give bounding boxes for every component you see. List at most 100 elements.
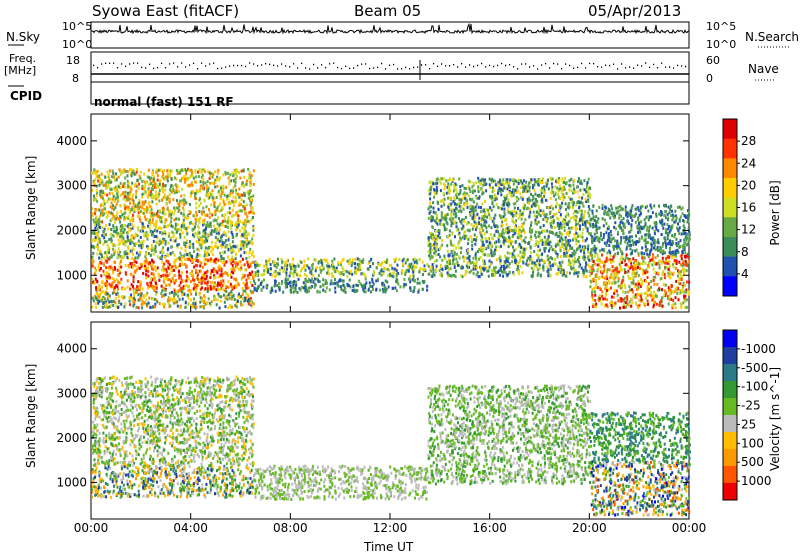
range-gate-cell xyxy=(525,207,528,211)
range-gate-cell xyxy=(483,232,486,236)
range-gate-cell xyxy=(524,190,527,194)
range-gate-cell xyxy=(582,228,585,232)
range-gate-cell xyxy=(91,261,94,265)
range-gate-cell xyxy=(194,257,197,261)
range-gate-cell xyxy=(198,231,201,235)
range-gate-cell xyxy=(246,232,249,236)
range-gate-cell xyxy=(133,296,135,300)
date-title: 05/Apr/2013 xyxy=(588,2,682,20)
range-gate-cell xyxy=(128,296,131,300)
range-gate-cell xyxy=(249,289,252,293)
range-gate-cell xyxy=(493,241,496,245)
range-gate-cell xyxy=(91,278,94,281)
range-gate-cell xyxy=(231,240,234,244)
range-gate-cell xyxy=(161,295,164,299)
range-gate-cell xyxy=(611,276,613,280)
range-gate-cell xyxy=(522,251,525,255)
range-gate-cell xyxy=(409,286,412,290)
range-gate-cell xyxy=(490,226,493,230)
range-gate-cell xyxy=(500,193,503,197)
range-gate-cell xyxy=(118,265,121,269)
range-gate-cell xyxy=(435,242,438,246)
range-gate-cell xyxy=(565,254,568,258)
range-gate-cell xyxy=(580,218,583,222)
range-gate-cell xyxy=(576,248,579,252)
range-gate-cell xyxy=(464,215,467,219)
range-gate-cell xyxy=(432,268,435,272)
range-gate-cell xyxy=(173,218,176,222)
range-gate-cell xyxy=(487,269,490,273)
range-gate-cell xyxy=(541,186,544,190)
range-gate-cell xyxy=(247,196,250,200)
range-gate-cell xyxy=(409,280,412,284)
range-gate-cell xyxy=(154,282,157,285)
range-gate-cell xyxy=(584,268,587,272)
range-gate-cell xyxy=(187,277,190,281)
range-gate-cell xyxy=(643,292,646,296)
range-gate-cell xyxy=(200,175,203,179)
range-gate-cell xyxy=(485,240,488,244)
range-gate-cell xyxy=(506,238,509,242)
range-gate-cell xyxy=(532,184,534,187)
range-gate-cell xyxy=(200,246,203,250)
range-gate-cell xyxy=(537,231,540,235)
range-gate-cell xyxy=(112,175,115,179)
range-gate-cell xyxy=(132,275,135,279)
range-gate-cell xyxy=(449,239,452,243)
range-gate-cell xyxy=(201,234,204,238)
range-gate-cell xyxy=(456,260,459,264)
range-gate-cell xyxy=(101,290,104,294)
range-gate-cell xyxy=(463,203,466,207)
range-gate-cell xyxy=(564,252,567,256)
range-gate-cell xyxy=(214,283,217,287)
range-gate-cell xyxy=(231,215,234,218)
range-gate-cell xyxy=(481,192,484,196)
range-gate-cell xyxy=(203,199,206,203)
range-gate-cell xyxy=(202,180,205,184)
range-gate-cell xyxy=(168,298,171,302)
range-gate-cell xyxy=(251,260,253,264)
range-gate-cell xyxy=(125,240,127,244)
range-gate-cell xyxy=(503,200,506,204)
range-gate-cell xyxy=(244,283,247,287)
range-gate-cell xyxy=(466,265,469,269)
range-gate-cell xyxy=(169,238,172,242)
range-gate-cell xyxy=(487,237,490,241)
range-gate-cell xyxy=(116,187,119,191)
range-gate-cell xyxy=(114,185,117,189)
range-gate-cell xyxy=(134,182,137,186)
range-gate-cell xyxy=(482,218,485,222)
range-gate-cell xyxy=(586,237,588,241)
range-gate-cell xyxy=(449,274,452,278)
range-gate-cell xyxy=(190,292,193,296)
range-gate-cell xyxy=(569,246,572,250)
range-gate-cell xyxy=(104,175,107,179)
range-gate-cell xyxy=(142,271,145,275)
range-gate-cell xyxy=(455,203,458,207)
range-gate-cell xyxy=(484,224,487,228)
range-gate-cell xyxy=(485,266,488,270)
range-gate-cell xyxy=(102,213,104,217)
range-gate-cell xyxy=(124,264,127,267)
range-gate-cell xyxy=(342,279,345,283)
range-gate-cell xyxy=(234,304,237,307)
range-gate-cell xyxy=(348,271,351,275)
range-gate-cell xyxy=(185,217,188,221)
range-gate-cell xyxy=(194,232,197,235)
range-gate-cell xyxy=(212,199,215,203)
range-gate-cell xyxy=(246,179,249,183)
range-gate-cell xyxy=(480,206,482,209)
range-gate-cell xyxy=(544,198,547,202)
range-gate-cell xyxy=(221,234,223,238)
range-gate-cell xyxy=(574,260,576,264)
range-gate-cell xyxy=(427,238,430,242)
range-gate-cell xyxy=(104,304,107,308)
range-gate-cell xyxy=(508,265,511,269)
range-gate-cell xyxy=(517,272,520,276)
range-gate-cell xyxy=(441,274,443,278)
range-gate-cell xyxy=(114,267,117,271)
range-gate-cell xyxy=(391,274,394,278)
range-gate-cell xyxy=(479,179,482,183)
range-gate-cell xyxy=(562,269,565,273)
range-gate-cell xyxy=(172,198,175,202)
